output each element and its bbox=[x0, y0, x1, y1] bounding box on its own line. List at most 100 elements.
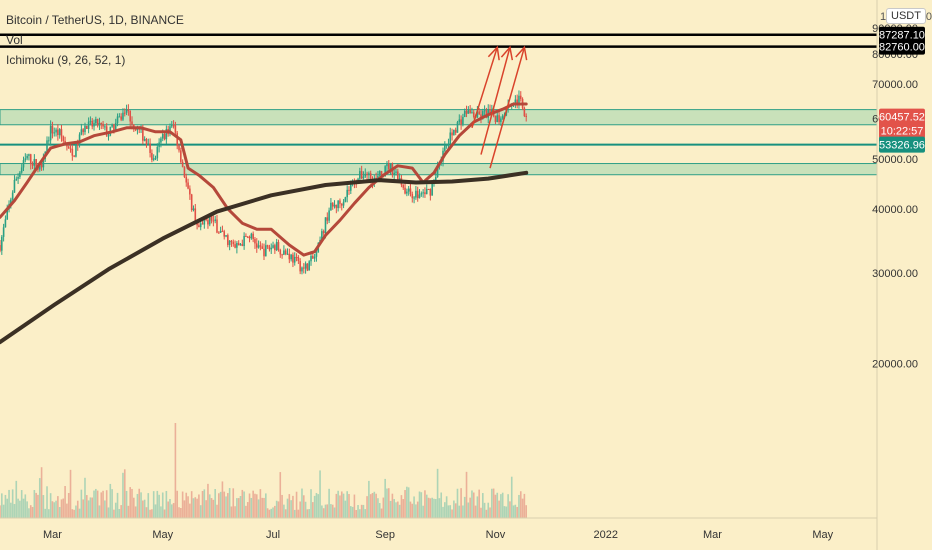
projection-arrow-head[interactable] bbox=[487, 45, 500, 61]
volume-bar bbox=[353, 494, 356, 518]
candle-body bbox=[434, 177, 437, 181]
support-price-label[interactable]: 53326.96 bbox=[879, 140, 925, 152]
volume-bar bbox=[288, 494, 291, 518]
volume-bar bbox=[427, 497, 430, 518]
volume-bar bbox=[17, 498, 19, 518]
candle-body bbox=[494, 115, 497, 122]
candle-body bbox=[409, 188, 412, 195]
projection-arrow-shaft[interactable] bbox=[480, 47, 511, 155]
volume-bar bbox=[462, 505, 464, 518]
volume-bar bbox=[180, 507, 182, 518]
volume-bar bbox=[10, 502, 12, 518]
candle-body bbox=[480, 114, 482, 118]
volume-bar bbox=[514, 504, 517, 518]
candle-body bbox=[288, 253, 291, 260]
projection-arrow-shaft[interactable] bbox=[489, 47, 526, 169]
indicator-lines bbox=[0, 102, 529, 345]
volume-bar bbox=[194, 497, 197, 518]
volume-bar bbox=[80, 489, 83, 518]
volume-bar bbox=[510, 476, 513, 518]
volume-bar bbox=[360, 504, 363, 518]
symbol-title[interactable]: Bitcoin / TetherUS, 1D, BINANCE bbox=[6, 13, 184, 27]
volume-bar bbox=[451, 509, 453, 518]
volume-bar bbox=[60, 499, 63, 518]
volume-bar bbox=[185, 492, 188, 518]
volume-bar bbox=[207, 483, 209, 518]
volume-bar bbox=[409, 501, 412, 518]
volume-bar bbox=[397, 501, 399, 518]
candle-body bbox=[237, 242, 240, 246]
volume-bar bbox=[322, 508, 325, 518]
volume-bar bbox=[246, 502, 249, 518]
time-tick-label: May bbox=[152, 529, 173, 541]
candle-body bbox=[368, 173, 370, 175]
volume-bar bbox=[254, 493, 256, 518]
candle-body bbox=[328, 210, 330, 221]
projection-arrow-head[interactable] bbox=[500, 45, 514, 61]
volume-bar bbox=[216, 504, 218, 518]
volume-bar bbox=[42, 495, 45, 518]
candle-body bbox=[397, 171, 399, 181]
volume-bar bbox=[225, 496, 227, 518]
candle-body bbox=[28, 154, 30, 156]
volume-bar bbox=[270, 508, 273, 518]
volume-bar bbox=[33, 490, 36, 518]
candle-body bbox=[185, 176, 188, 183]
volume-bar bbox=[78, 508, 81, 518]
candle-body bbox=[122, 112, 124, 120]
level-price-label[interactable]: 82760.00 bbox=[879, 42, 925, 54]
candle-body bbox=[378, 171, 381, 176]
volume-bar bbox=[154, 504, 157, 518]
volume-bar bbox=[306, 509, 309, 518]
projection-arrow-head[interactable] bbox=[515, 45, 528, 61]
volume-bar bbox=[331, 504, 334, 518]
candle-body bbox=[245, 235, 247, 237]
candle-body bbox=[407, 188, 410, 192]
candle-body bbox=[312, 256, 314, 259]
volume-bar bbox=[131, 488, 133, 518]
volume-bar bbox=[444, 502, 446, 518]
candle-body bbox=[113, 124, 115, 131]
volume-bar bbox=[129, 487, 131, 518]
candle-body bbox=[377, 175, 379, 179]
volume-bar bbox=[290, 500, 292, 518]
candle-body bbox=[463, 110, 466, 117]
volume-bar bbox=[501, 492, 504, 518]
candle-body bbox=[161, 133, 164, 139]
candle-body bbox=[315, 252, 318, 257]
volume-bar bbox=[380, 508, 383, 518]
volume-bar bbox=[257, 499, 260, 518]
candle-body bbox=[29, 154, 32, 164]
candle-body bbox=[48, 140, 50, 142]
volume-bar bbox=[46, 486, 48, 518]
candle-body bbox=[375, 177, 377, 179]
ichimoku-indicator-label[interactable]: Ichimoku (9, 26, 52, 1) bbox=[6, 53, 126, 67]
volume-indicator-label[interactable]: Vol bbox=[6, 33, 23, 47]
candle-body bbox=[10, 199, 12, 204]
volume-bar bbox=[237, 498, 240, 518]
volume-bar bbox=[127, 505, 130, 518]
currency-unit-button[interactable]: USDT bbox=[886, 8, 926, 24]
volume-bar bbox=[208, 494, 211, 518]
candle-body bbox=[236, 242, 238, 248]
candle-body bbox=[324, 217, 327, 234]
candle-body bbox=[19, 172, 21, 177]
candle-body bbox=[1, 236, 3, 251]
chart-legend: Bitcoin / TetherUS, 1D, BINANCE Vol Ichi… bbox=[6, 10, 184, 70]
projection-arrows bbox=[471, 45, 528, 169]
volume-bar bbox=[149, 509, 151, 518]
candle-body bbox=[369, 173, 372, 182]
volume-bar bbox=[75, 505, 77, 518]
volume-bar bbox=[434, 499, 437, 518]
projection-arrow-shaft[interactable] bbox=[471, 47, 498, 129]
candle-body bbox=[472, 112, 475, 117]
volume-bar bbox=[87, 500, 90, 518]
volume-bar bbox=[147, 493, 150, 518]
time-tick-label: 2022 bbox=[594, 529, 618, 541]
volume-bar bbox=[377, 498, 379, 518]
candle-body bbox=[483, 110, 486, 112]
last-price-label[interactable]: 60457.52 bbox=[879, 112, 925, 124]
volume-bar bbox=[239, 496, 242, 518]
candle-body bbox=[98, 122, 101, 126]
